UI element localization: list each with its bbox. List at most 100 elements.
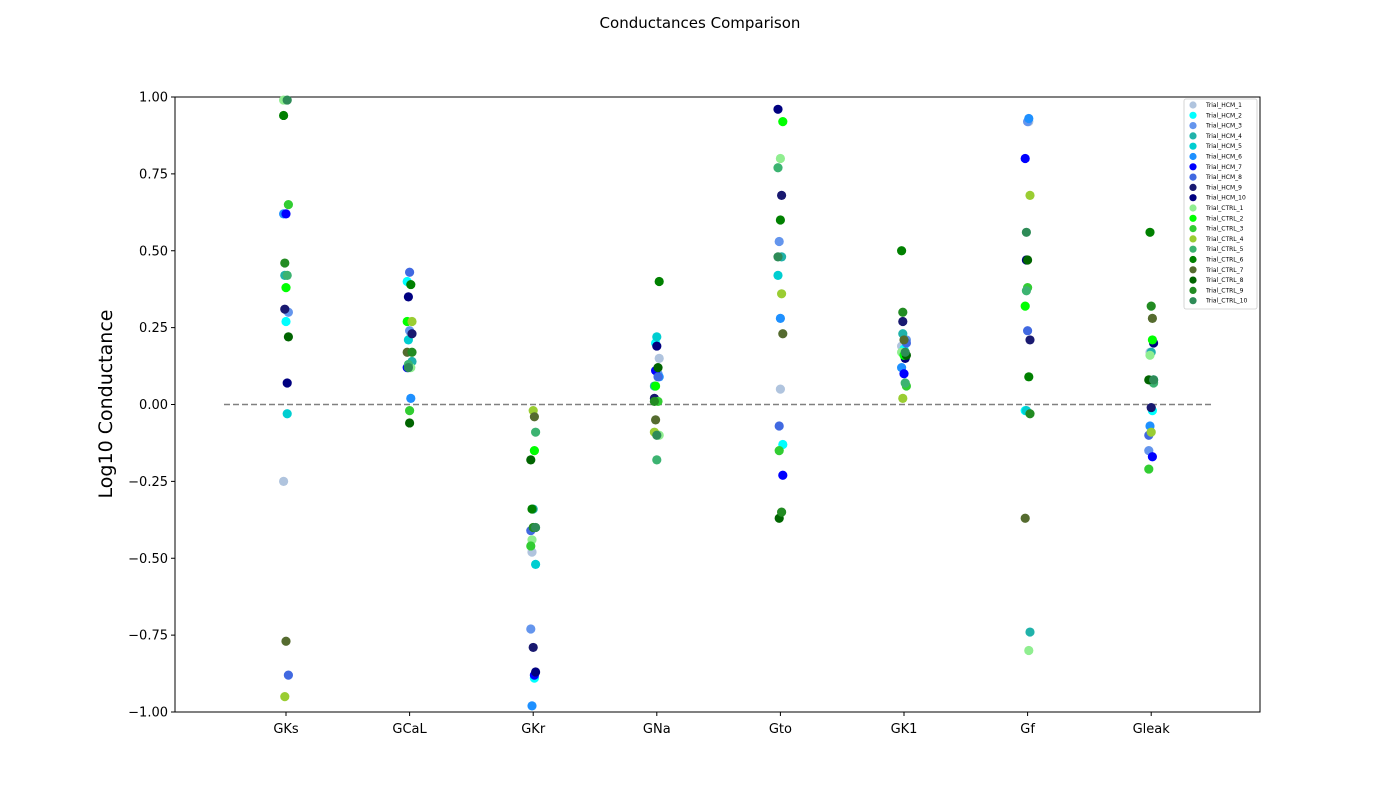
- legend-marker: [1189, 255, 1197, 264]
- legend-label: Trial_CTRL_9: [1205, 287, 1244, 294]
- data-point: [282, 409, 292, 419]
- y-tick-label: 0.00: [139, 398, 168, 413]
- legend-box: [1183, 98, 1258, 310]
- x-tick-label: Gto: [769, 722, 792, 737]
- data-point: [1024, 645, 1034, 656]
- x-tick-label: Gleak: [1133, 722, 1171, 737]
- x-tick-label: GK1: [891, 722, 918, 737]
- data-point: [282, 270, 292, 280]
- data-point: [775, 384, 786, 394]
- legend-label: Trial_HCM_3: [1205, 123, 1242, 130]
- data-point: [900, 347, 910, 357]
- legend-marker: [1189, 245, 1197, 253]
- data-point: [282, 378, 292, 388]
- data-point: [774, 236, 784, 247]
- data-point: [406, 393, 416, 403]
- data-point: [279, 476, 289, 486]
- data-point: [280, 304, 290, 314]
- data-point: [1147, 313, 1157, 323]
- y-tick-label: 1.00: [139, 91, 168, 106]
- data-points-layer: [279, 95, 1159, 711]
- data-point: [898, 316, 908, 327]
- legend-marker: [1189, 194, 1197, 202]
- data-point: [279, 110, 289, 121]
- data-point: [283, 670, 293, 680]
- y-tick-label: −0.25: [128, 475, 168, 490]
- legend-label: Trial_HCM_2: [1205, 112, 1242, 119]
- y-tick-label: 0.75: [139, 167, 168, 182]
- data-point: [899, 369, 909, 379]
- data-point: [775, 153, 786, 164]
- legend-marker: [1189, 111, 1197, 119]
- legend-marker: [1189, 235, 1197, 243]
- data-point: [777, 190, 787, 200]
- legend-marker: [1189, 286, 1197, 294]
- data-point: [1020, 301, 1030, 311]
- data-point: [652, 455, 662, 465]
- legend-label: Trial_HCM_9: [1205, 184, 1242, 191]
- legend-label: Trial_HCM_6: [1205, 154, 1242, 161]
- data-point: [900, 378, 910, 388]
- chart-title: Conductances Comparison: [600, 14, 801, 32]
- data-point: [777, 289, 787, 299]
- data-point: [898, 393, 908, 403]
- data-point: [406, 279, 416, 290]
- data-point: [653, 363, 663, 373]
- data-point: [405, 418, 415, 428]
- legend-marker: [1189, 101, 1197, 109]
- data-point: [649, 396, 660, 407]
- data-point: [1024, 113, 1034, 124]
- data-point: [1146, 301, 1156, 311]
- legend-label: Trial_CTRL_4: [1205, 236, 1244, 243]
- legend-marker: [1189, 142, 1197, 150]
- data-point: [653, 372, 663, 382]
- legend: Trial_HCM_1 Trial_HCM_2 Trial_HCM_3 Trial_H…: [1183, 98, 1258, 310]
- data-point: [281, 316, 291, 327]
- data-point: [1146, 402, 1156, 413]
- legend-label: Trial_HCM_7: [1205, 164, 1242, 171]
- data-point: [526, 455, 536, 465]
- legend-marker: [1189, 152, 1197, 161]
- legend-label: Trial_HCM_4: [1205, 133, 1242, 140]
- legend-marker: [1189, 163, 1197, 171]
- legend-label: Trial_HCM_5: [1205, 143, 1242, 150]
- legend-marker: [1189, 132, 1197, 140]
- data-point: [531, 427, 541, 437]
- legend-marker: [1189, 225, 1197, 233]
- y-ticks-layer: −1.00 −0.75 −0.50 −0.25 0.00 0.25 0.50 0.75 1.00: [128, 91, 175, 721]
- data-point: [774, 446, 784, 456]
- data-point: [651, 381, 661, 391]
- data-point: [773, 104, 783, 114]
- data-point: [1020, 153, 1030, 164]
- data-point: [1025, 627, 1035, 637]
- y-tick-label: −0.75: [128, 629, 168, 644]
- data-point: [529, 412, 540, 422]
- data-point: [407, 329, 417, 339]
- data-point: [1021, 227, 1031, 237]
- data-point: [654, 353, 664, 363]
- legend-marker: [1189, 297, 1197, 305]
- data-point: [280, 692, 290, 702]
- data-point: [1021, 286, 1031, 296]
- x-tick-label: GKr: [521, 722, 546, 737]
- legend-label: Trial_CTRL_6: [1205, 257, 1244, 264]
- data-point: [531, 522, 541, 533]
- legend-label: Trial_HCM_10: [1205, 195, 1246, 202]
- data-point: [282, 95, 292, 105]
- legend-label: Trial_CTRL_7: [1205, 267, 1244, 274]
- data-point: [1144, 464, 1154, 474]
- data-point: [1146, 427, 1156, 437]
- data-point: [529, 446, 540, 456]
- legend-marker: [1189, 122, 1197, 130]
- x-tick-label: GNa: [643, 722, 671, 737]
- data-point: [1024, 372, 1034, 382]
- legend-label: Trial_CTRL_8: [1205, 277, 1244, 284]
- legend-marker: [1189, 183, 1197, 191]
- data-point: [281, 283, 291, 293]
- data-point: [777, 507, 787, 517]
- data-point: [1020, 513, 1030, 523]
- x-tick-label: GCaL: [392, 722, 427, 737]
- data-point: [899, 335, 909, 345]
- data-point: [778, 470, 788, 480]
